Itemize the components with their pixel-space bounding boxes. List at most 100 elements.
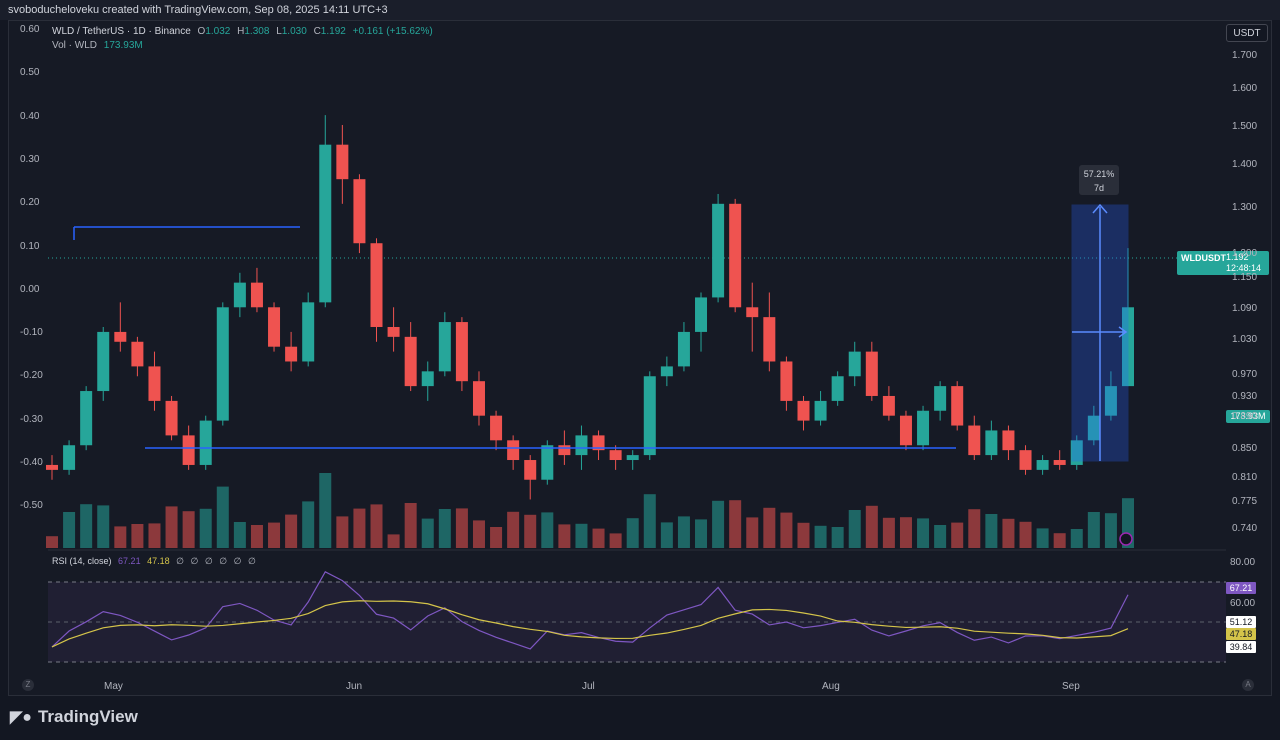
volume-bar bbox=[643, 494, 656, 548]
candle-body bbox=[968, 425, 981, 456]
volume-tag: 173.93M bbox=[1226, 410, 1270, 423]
price-axis-label: 1.300 bbox=[1232, 202, 1258, 213]
left-axis-label: 0.00 bbox=[20, 283, 40, 295]
candle-body bbox=[1070, 440, 1083, 465]
candle-body bbox=[763, 317, 776, 362]
candle-body bbox=[46, 464, 58, 470]
candle-body bbox=[917, 410, 930, 446]
candle-body bbox=[1122, 307, 1134, 387]
price-axis-label: 0.970 bbox=[1232, 369, 1258, 380]
volume-bar bbox=[660, 522, 673, 548]
candle-body bbox=[660, 366, 673, 377]
header-caption: svoboducheloveku created with TradingVie… bbox=[8, 4, 388, 16]
time-axis-label: Jun bbox=[346, 681, 363, 692]
volume-bar bbox=[216, 486, 229, 548]
high-value: 1.308 bbox=[244, 26, 270, 37]
last-price-value: 1.192 bbox=[1226, 252, 1249, 262]
rsi-value: 67.21 bbox=[118, 556, 141, 566]
zoom-corner-button[interactable]: Z bbox=[22, 679, 34, 691]
volume-bar bbox=[63, 512, 76, 548]
change-value: +0.161 (+15.62%) bbox=[352, 26, 433, 37]
bar-countdown: 12:48:14 bbox=[1226, 263, 1262, 273]
left-axis-label: -0.30 bbox=[20, 413, 43, 425]
candle-body bbox=[250, 282, 263, 308]
volume-bar bbox=[831, 527, 844, 548]
volume-bar bbox=[609, 533, 622, 548]
volume-bar bbox=[80, 504, 93, 548]
volume-bar bbox=[1002, 518, 1015, 548]
rsi-placeholder: ∅ bbox=[247, 556, 256, 566]
candle-body bbox=[558, 445, 571, 456]
header-bar: svoboducheloveku created with TradingVie… bbox=[0, 0, 1280, 20]
rsi-label[interactable]: RSI (14, close) bbox=[52, 556, 112, 566]
rsi-placeholder: ∅ bbox=[176, 556, 184, 566]
volume-bar bbox=[1104, 513, 1117, 548]
candle-body bbox=[831, 376, 844, 401]
left-axis-label: 0.30 bbox=[20, 153, 40, 165]
time-axis-label: Jul bbox=[582, 681, 595, 692]
candle-body bbox=[609, 450, 622, 461]
volume-label[interactable]: Vol · WLD bbox=[52, 40, 98, 51]
candle-body bbox=[1053, 460, 1066, 465]
volume-bar bbox=[780, 512, 793, 548]
candle-body bbox=[302, 302, 315, 362]
candle-body bbox=[336, 144, 349, 180]
auto-scale-button[interactable]: A bbox=[1242, 679, 1254, 691]
left-axis-label: -0.10 bbox=[20, 327, 43, 339]
candle-body bbox=[387, 326, 400, 337]
volume-bar bbox=[131, 524, 144, 548]
candle-body bbox=[353, 179, 366, 244]
rsi-ma-line bbox=[51, 600, 1129, 648]
left-axis-label: 0.40 bbox=[20, 110, 40, 122]
volume-bar bbox=[763, 507, 776, 548]
volume-bar bbox=[677, 516, 690, 548]
volume-bar bbox=[712, 500, 725, 548]
candle-body bbox=[780, 361, 793, 401]
left-axis-label: 0.60 bbox=[20, 24, 40, 35]
symbol-name[interactable]: WLD / TetherUS · 1D · Binance bbox=[52, 26, 191, 37]
candle-body bbox=[1104, 386, 1117, 416]
volume-bar bbox=[114, 526, 127, 548]
candle-body bbox=[882, 395, 895, 416]
volume-bar bbox=[421, 518, 434, 548]
candle-body bbox=[814, 400, 827, 421]
volume-bar bbox=[438, 509, 451, 548]
volume-bar bbox=[797, 522, 810, 548]
price-axis-label: 0.930 bbox=[1232, 391, 1258, 402]
volume-bar bbox=[455, 508, 468, 548]
volume-bar bbox=[985, 514, 998, 548]
candle-body bbox=[421, 371, 434, 387]
price-axis-label: 1.500 bbox=[1232, 121, 1258, 132]
tradingview-logo: ◤● TradingView bbox=[10, 707, 138, 727]
volume-bar bbox=[233, 522, 246, 548]
candle-body bbox=[848, 351, 861, 377]
volume-bar bbox=[387, 534, 400, 548]
rsi-placeholder: ∅ bbox=[233, 556, 242, 566]
volume-bar bbox=[917, 518, 930, 548]
candle-body bbox=[182, 435, 195, 465]
rsi-lower-tag: 39.84 bbox=[1226, 641, 1256, 653]
currency-button[interactable]: USDT bbox=[1226, 24, 1268, 42]
candle-body bbox=[165, 400, 178, 436]
volume-bar bbox=[899, 517, 912, 548]
candle-body bbox=[729, 203, 742, 308]
open-value: 1.032 bbox=[205, 26, 231, 37]
candle-body bbox=[199, 420, 212, 465]
left-axis-label: 0.10 bbox=[20, 240, 40, 252]
close-label: C bbox=[313, 26, 321, 37]
candle-body bbox=[899, 415, 912, 446]
rsi-ma-tag: 47.18 bbox=[1226, 628, 1256, 640]
time-axis-label: Aug bbox=[822, 681, 840, 692]
candle-body bbox=[319, 144, 332, 303]
volume-bar bbox=[882, 517, 895, 548]
brand-name: TradingView bbox=[37, 707, 138, 726]
volume-bar bbox=[695, 519, 708, 548]
price-axis-label: 1.200 bbox=[1232, 248, 1258, 259]
volume-bar bbox=[626, 518, 639, 548]
candle-body bbox=[797, 400, 810, 421]
left-axis-label: -0.20 bbox=[20, 370, 43, 382]
candle-body bbox=[370, 243, 383, 327]
measure-arrow-head bbox=[1092, 203, 1108, 214]
volume-bar bbox=[746, 517, 759, 548]
